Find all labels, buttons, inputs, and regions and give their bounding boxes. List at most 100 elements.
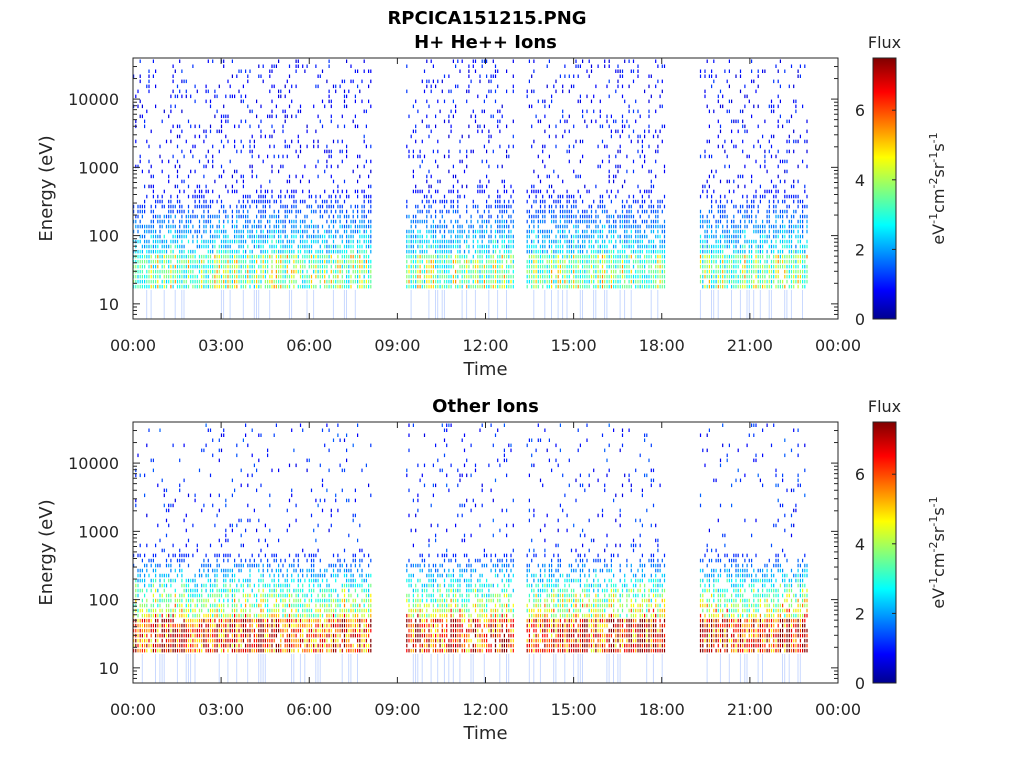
spectrogram-cell xyxy=(288,259,291,264)
spectrogram-cell xyxy=(176,239,179,244)
spectrogram-cell xyxy=(262,194,264,199)
spectrogram-cell xyxy=(172,64,174,68)
spectrogram-cell xyxy=(183,189,185,194)
spectrogram-cell xyxy=(610,189,612,194)
spectrogram-cell xyxy=(724,264,726,269)
spectrogram-cell xyxy=(474,69,477,73)
spectrogram-cell xyxy=(557,259,559,264)
spectrogram-cell xyxy=(506,254,508,259)
spectrogram-cell xyxy=(238,249,240,254)
spectrogram-cell xyxy=(548,274,550,279)
spectrogram-cell xyxy=(421,259,423,264)
spectrogram-cell xyxy=(483,209,485,214)
spectrogram-cell xyxy=(652,184,655,189)
spectrogram-cell xyxy=(733,249,735,254)
spectrogram-cell xyxy=(764,194,766,199)
spectrogram-cell xyxy=(354,269,356,274)
spectrogram-cell xyxy=(731,219,733,224)
spectrogram-cell xyxy=(775,244,777,249)
spectrogram-cell xyxy=(181,69,183,73)
spectrogram-cell xyxy=(306,289,308,319)
spectrogram-cell xyxy=(501,164,503,169)
spectrogram-cell xyxy=(632,69,635,73)
spectrogram-cell xyxy=(370,234,372,239)
spectrogram-cell xyxy=(297,254,299,259)
spectrogram-cell xyxy=(273,234,275,239)
spectrogram-cell xyxy=(410,264,412,269)
spectrogram-cell xyxy=(227,279,229,284)
spectrogram-cell xyxy=(739,204,742,209)
spectrogram-cell xyxy=(481,269,483,274)
spectrogram-cell xyxy=(481,274,483,279)
spectrogram-cell xyxy=(499,279,501,284)
spectrogram-cell xyxy=(488,239,490,244)
spectrogram-cell xyxy=(236,214,238,219)
spectrogram-cell xyxy=(742,254,744,259)
spectrogram-cell xyxy=(455,209,457,214)
spectrogram-cell xyxy=(176,184,179,189)
spectrogram-cell xyxy=(172,74,174,78)
spectrogram-cell xyxy=(548,229,550,234)
spectrogram-cell xyxy=(448,269,450,274)
spectrogram-cell xyxy=(601,274,604,279)
spectrogram-cell xyxy=(655,269,657,274)
spectrogram-cell xyxy=(251,224,253,229)
spectrogram-cell xyxy=(597,64,599,68)
spectrogram-cell xyxy=(271,169,273,174)
spectrogram-cell xyxy=(762,274,764,279)
spectrogram-cell xyxy=(302,274,304,279)
spectrogram-cell xyxy=(657,64,659,68)
spectrogram-cell xyxy=(744,124,746,129)
spectrogram-cell xyxy=(742,109,744,114)
spectrogram-cell xyxy=(503,254,505,259)
spectrogram-cell xyxy=(490,74,492,78)
spectrogram-cell xyxy=(733,259,735,264)
spectrogram-cell xyxy=(332,279,335,284)
spectrogram-cell xyxy=(212,234,214,239)
spectrogram-cell xyxy=(448,254,450,259)
spectrogram-cell xyxy=(715,259,717,264)
spectrogram-cell xyxy=(223,289,225,319)
spectrogram-cell xyxy=(448,279,450,284)
spectrogram-cell xyxy=(408,234,410,239)
spectrogram-cell xyxy=(273,144,275,149)
spectrogram-cell xyxy=(757,74,759,78)
spectrogram-cell xyxy=(544,249,546,254)
spectrogram-cell xyxy=(299,149,302,154)
spectrogram-cell xyxy=(724,274,726,279)
spectrogram-cell xyxy=(174,224,176,229)
spectrogram-cell xyxy=(181,289,183,319)
spectrogram-cell xyxy=(713,284,715,289)
spectrogram-cell xyxy=(430,269,432,274)
spectrogram-cell xyxy=(135,264,137,269)
spectrogram-cell xyxy=(242,289,244,319)
spectrogram-cell xyxy=(365,269,367,274)
spectrogram-cell xyxy=(428,279,430,284)
spectrogram-cell xyxy=(652,269,655,274)
spectrogram-cell xyxy=(619,134,621,139)
spectrogram-cell xyxy=(579,174,581,179)
spectrogram-cell xyxy=(461,254,463,259)
spectrogram-cell xyxy=(457,204,459,209)
spectrogram-cell xyxy=(346,289,347,319)
spectrogram-cell xyxy=(615,209,617,214)
spectrogram-cell xyxy=(185,264,187,269)
spectrogram-cell xyxy=(196,259,198,264)
spectrogram-cell xyxy=(157,254,159,259)
spectrogram-cell xyxy=(363,229,365,234)
spectrogram-cell xyxy=(655,174,657,179)
spectrogram-cell xyxy=(146,229,148,234)
spectrogram-cell xyxy=(630,229,632,234)
spectrogram-cell xyxy=(435,199,437,204)
spectrogram-cell xyxy=(799,199,801,204)
spectrogram-cell xyxy=(788,244,790,249)
spectrogram-cell xyxy=(793,229,795,234)
spectrogram-cell xyxy=(181,149,183,154)
spectrogram-cell xyxy=(286,234,288,239)
spectrogram-cell xyxy=(755,189,757,194)
spectrogram-cell xyxy=(757,274,759,279)
spectrogram-cell xyxy=(170,129,172,134)
spectrogram-cell xyxy=(588,269,590,274)
spectrogram-cell xyxy=(773,254,775,259)
spectrogram-cell xyxy=(443,254,446,259)
